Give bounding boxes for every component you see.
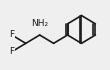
- Text: F: F: [9, 31, 14, 39]
- Text: F: F: [9, 47, 14, 56]
- Text: NH₂: NH₂: [31, 19, 48, 28]
